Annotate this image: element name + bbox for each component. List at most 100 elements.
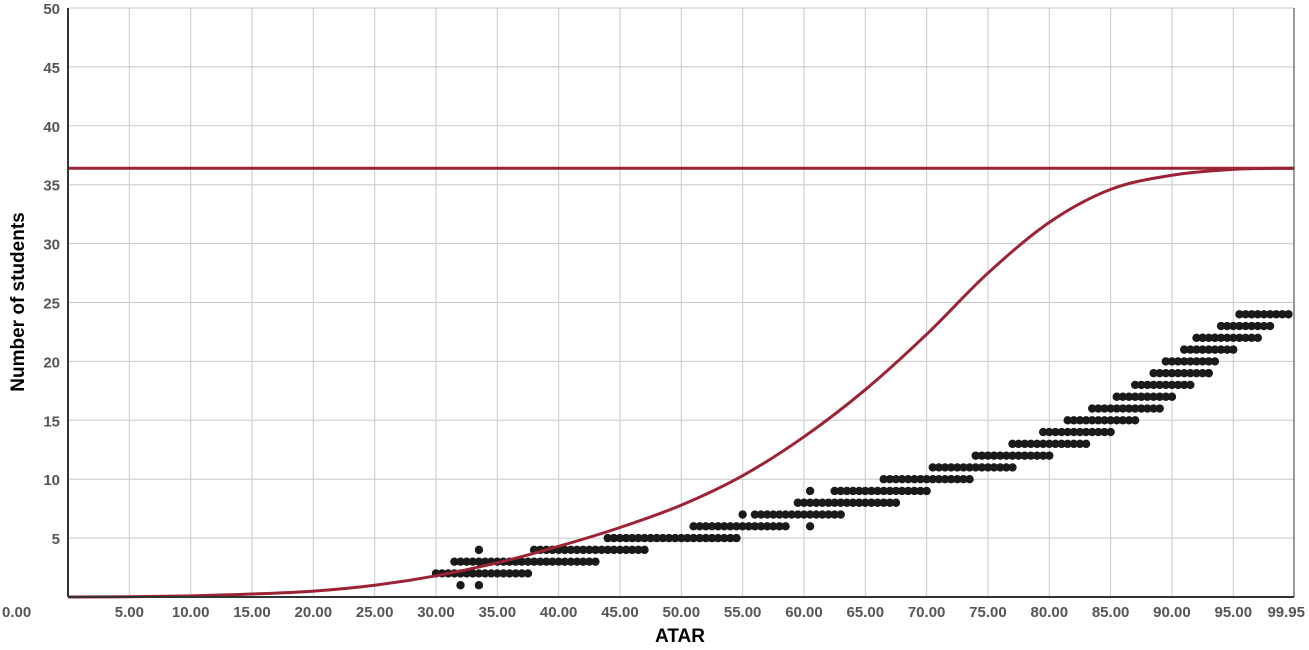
data-point [689, 533, 698, 543]
data-point [830, 498, 839, 507]
y-tick-label: 15 [43, 413, 60, 430]
data-point [1247, 310, 1256, 319]
data-point [1253, 321, 1263, 331]
data-point [517, 569, 527, 578]
data-point [1216, 321, 1226, 331]
data-point [474, 581, 484, 590]
data-point [1088, 427, 1097, 437]
data-point [1272, 310, 1281, 319]
data-point [1180, 345, 1189, 354]
data-point [603, 533, 612, 543]
data-point [1222, 345, 1232, 354]
data-point [1149, 380, 1158, 390]
x-tick-label: 25.00 [356, 604, 394, 621]
data-point [560, 545, 569, 555]
data-point [560, 557, 569, 566]
data-point [1032, 439, 1042, 449]
data-point [1100, 404, 1109, 413]
data-point [1180, 380, 1189, 390]
data-point [762, 522, 772, 531]
y-tick-label: 25 [43, 296, 60, 313]
data-point [1167, 380, 1177, 390]
y-tick-label: 5 [52, 531, 60, 548]
data-point [1210, 345, 1220, 354]
data-point [585, 557, 594, 566]
data-point [1124, 404, 1134, 413]
data-point [1075, 416, 1085, 425]
data-point [1259, 310, 1269, 319]
data-point [879, 475, 888, 484]
data-point [462, 557, 471, 566]
x-tick-label: 65.00 [847, 604, 885, 621]
data-point [1149, 392, 1158, 401]
data-point [713, 533, 723, 543]
data-point [873, 498, 882, 507]
y-tick-label: 30 [43, 237, 60, 254]
data-point [1155, 404, 1164, 413]
data-point [953, 463, 962, 472]
data-point [554, 557, 563, 566]
data-point [1137, 404, 1146, 413]
data-point [805, 522, 815, 531]
data-point [989, 451, 999, 460]
x-tick-label: 85.00 [1092, 604, 1130, 621]
data-point [726, 533, 735, 543]
data-point [1100, 416, 1109, 425]
data-point [1186, 345, 1195, 354]
data-point [621, 545, 631, 555]
data-point [848, 498, 858, 507]
data-point [1198, 357, 1207, 366]
data-point [1008, 451, 1017, 460]
y-axis-title: Number of students [8, 212, 29, 391]
data-point [1088, 416, 1097, 425]
data-point [1130, 416, 1140, 425]
data-point [621, 533, 631, 543]
y-tick-label: 10 [43, 472, 60, 489]
data-point [1167, 368, 1177, 378]
data-point [867, 486, 876, 496]
data-point [1075, 427, 1085, 437]
data-point [971, 463, 980, 472]
data-point [1057, 427, 1066, 437]
data-point [523, 557, 533, 566]
data-point [1259, 321, 1269, 331]
data-point [1192, 357, 1201, 366]
data-point [1143, 380, 1152, 390]
data-point [450, 557, 459, 566]
data-point [1216, 333, 1226, 343]
data-point [830, 486, 839, 496]
data-point [566, 545, 576, 555]
data-point [793, 498, 803, 507]
data-point [517, 557, 527, 566]
data-point [940, 463, 950, 472]
x-tick-label: 10.00 [172, 604, 210, 621]
data-point [842, 486, 852, 496]
fit-curve [67, 166, 1295, 599]
data-point [977, 463, 987, 472]
data-point [959, 475, 968, 484]
data-point [983, 451, 993, 460]
data-point [756, 510, 766, 519]
data-point [1222, 333, 1232, 343]
data-point [891, 498, 901, 507]
data-point [1130, 404, 1140, 413]
data-point [1032, 451, 1042, 460]
data-point [1247, 321, 1256, 331]
data-point [578, 557, 588, 566]
data-point [548, 557, 557, 566]
data-point [1241, 321, 1250, 331]
data-point [493, 569, 502, 578]
data-point [1149, 404, 1158, 413]
data-point [750, 510, 760, 519]
data-point [713, 522, 723, 531]
data-point [812, 510, 821, 519]
data-point [572, 545, 582, 555]
data-point [744, 522, 753, 531]
data-point [787, 510, 796, 519]
data-point [720, 522, 729, 531]
data-point [701, 533, 711, 543]
data-point [861, 498, 870, 507]
data-point [842, 498, 852, 507]
data-point [1118, 416, 1128, 425]
data-point [1118, 404, 1128, 413]
